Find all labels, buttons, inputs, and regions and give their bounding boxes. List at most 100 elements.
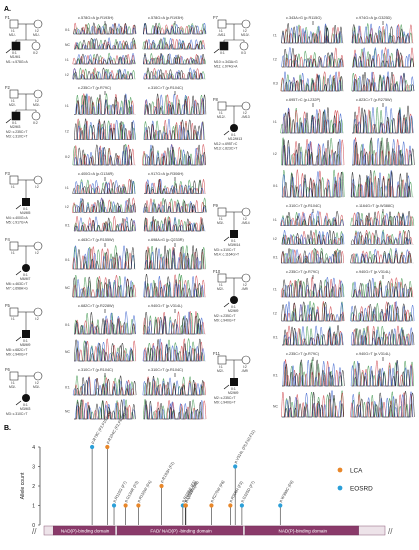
chromatogram-f4-a-0-channel-3 (74, 247, 135, 270)
family-f9-row-0-label: I:1 (273, 218, 277, 222)
domain-label-0: NAD(P)-binding domain (61, 529, 110, 534)
domain-block-0 (52, 525, 116, 536)
pedigree-f9-mutation-0: M3: c.310C>T (214, 248, 235, 252)
pedigree-f5-mother-symbol (33, 307, 43, 317)
family-f10-row-0-label: I:1 (273, 287, 277, 291)
pedigree-f5-mother-id: I:2 (35, 317, 39, 321)
pedigree-f4-proband-symbol (22, 264, 30, 272)
lollipop-label-13: p.W388C (F9) (278, 479, 295, 503)
pedigree-f2-father-id: I:1 (11, 99, 15, 103)
chromatogram-f3-b-1-channel-0 (144, 197, 207, 213)
pedigree-f7-mother-genotype: M10/- (241, 33, 250, 37)
chromatogram-f3-a-2-channel-0 (73, 220, 135, 232)
y-tick-label-1: 1 (32, 504, 35, 510)
pedigree-f6-father-id: I:1 (11, 381, 15, 385)
pedigree-f4-father-id: I:1 (11, 251, 15, 255)
pedigree-f5-father-id: I:1 (11, 317, 15, 321)
chromatogram-f1-a-2-channel-3 (74, 53, 134, 65)
chromatogram-f3-a-2-channel-2 (74, 216, 136, 232)
pedigree-f3-mother-symbol (33, 175, 43, 185)
pedigree-f8-id: F8 (213, 97, 219, 102)
pedigree-f4-mother-symbol (33, 241, 43, 251)
legend-label-lca: LCA (350, 467, 363, 474)
pedigree-f4-mutation-1: M7: c.698A>G (6, 286, 28, 290)
lollipop-label-9: p.R275W (F8) (209, 479, 226, 503)
family-f6-row-1-label: NC (65, 409, 70, 413)
chromatogram-f1-b-2-channel-2 (143, 53, 203, 65)
chromatogram-f7-b-1-channel-3 (352, 49, 414, 68)
pedigree-f4-mother-id: I:2 (35, 251, 39, 255)
lollipop-head-8 (183, 503, 188, 508)
family-f5-trace1-label: c.682C>T (p.R228W) (78, 304, 115, 308)
pedigree-f8-proband-id: II:1 (231, 133, 236, 137)
family-f8-row-2-label: II:1 (273, 184, 278, 188)
pedigree-f9-proband-symbol (230, 230, 238, 238)
family-f5-row-1-label: NC (65, 350, 70, 354)
chromatogram-f1-b-3-channel-0 (144, 70, 206, 80)
pedigree-f5-proband-genotype: M8/M9 (20, 343, 30, 347)
pedigree-f7-proband-symbol (219, 41, 229, 51)
chromatogram-f6-b-1-channel-0 (143, 398, 203, 420)
pedigree-f1-sibling-symbol (31, 41, 41, 51)
lollipop-head-0 (90, 444, 95, 450)
pedigree-f11-father-id: I:1 (219, 365, 223, 369)
family-f3-row-0-label: I:1 (65, 186, 69, 190)
pedigree-f2-father-symbol (9, 89, 19, 99)
chromatogram-f10-b-2-channel-3 (352, 328, 415, 346)
pedigree-f10-proband-arrow (223, 302, 230, 308)
pedigree-f4-id: F4 (5, 237, 11, 242)
panel-b-lollipop-chart: 0 1 2 3 4 Allele count NAD(P)-binding domain FA… (20, 410, 393, 536)
family-f2-trace2-label: c.310C>T (p.R104C) (148, 86, 184, 90)
family-f4-row-1-label: NC (65, 286, 70, 290)
chromatogram-f6-a-1-channel-2 (74, 398, 136, 420)
domain-block-1 (116, 525, 244, 536)
pedigree-f11-id: F11 (213, 351, 221, 356)
family-f4-row-0-label: II:1 (65, 258, 70, 262)
pedigree-f6-mother-symbol (33, 371, 43, 381)
chromatogram-f5-b-1-channel-2 (142, 338, 205, 362)
chromatogram-f5-a-1-channel-3 (74, 339, 134, 362)
pedigree-f7-sibling-symbol (239, 41, 249, 51)
chromatogram-f6-a-1-channel-1 (74, 399, 132, 420)
pedigree-f7-mother-id: I:2 (243, 29, 247, 33)
pedigree-f2-sibling-symbol (31, 111, 41, 121)
chromatogram-f3-b-2-channel-2 (143, 216, 205, 232)
pedigree-f10-proband-symbol (230, 296, 238, 304)
pedigree-f3-proband-arrow (15, 204, 22, 210)
pedigree-f2-proband-arrow (5, 118, 12, 124)
pedigree-f4-father-symbol (9, 241, 19, 251)
panel-a-letter: A. (4, 6, 11, 13)
pedigree-f2-proband-id: II:1 (12, 121, 17, 125)
pedigree-f1-father-id: I:1 (11, 29, 15, 33)
chromatogram-f1-a-2-channel-2 (74, 52, 136, 65)
chromatogram-f8-a-0-channel-1 (282, 108, 340, 134)
pedigree-f2-mutation-1: M3: c.310C>T (6, 134, 27, 138)
family-f2-trace1-label: c.235C>T (p.R79C) (78, 86, 112, 90)
family-f3-row-2-label: II:1 (65, 224, 70, 228)
family-f3-trace2-label: c.917G>A (p.R306H) (148, 172, 184, 176)
pedigree-f11-mother-genotype: -/M9 (241, 369, 248, 373)
chromatogram-f9-b-1-channel-3 (350, 229, 411, 245)
pedigree-f10-father-symbol (217, 273, 227, 283)
chromatogram-f8-b-2-channel-3 (350, 170, 411, 198)
pedigree-f1-mutation-0: M1: c.578G>A (6, 60, 29, 64)
family-f1-trace2-label: c.578G>A (p.R193H) (148, 16, 184, 20)
pedigree-f9-mother-genotype: -/M14 (241, 221, 250, 225)
family-f8-trace2-label: c.823C>T (p.R275W) (356, 98, 393, 102)
chromatogram-f5-b-0-channel-0 (142, 312, 203, 335)
pedigree-f11-father-symbol (217, 355, 227, 365)
family-f1-trace1-label: c.578G>A (p.R193H) (78, 16, 114, 20)
chromatogram-f8-b-1-channel-0 (352, 137, 413, 166)
pedigree-f9-proband-arrow (223, 236, 230, 242)
pedigree-f9-proband-genotype: M3/M14 (228, 243, 240, 247)
pedigree-f1-proband-id: II:1 (12, 51, 17, 55)
chromatogram-f4-b-0-channel-1 (144, 246, 205, 270)
chromatogram-f9-b-2-channel-2 (352, 248, 410, 264)
pedigree-f8-proband-symbol (230, 124, 238, 132)
family-f9-row-2-label: II:1 (273, 256, 278, 260)
chromatogram-f2-a-2-channel-3 (74, 144, 133, 166)
chromatogram-f2-a-1-channel-0 (74, 120, 136, 140)
